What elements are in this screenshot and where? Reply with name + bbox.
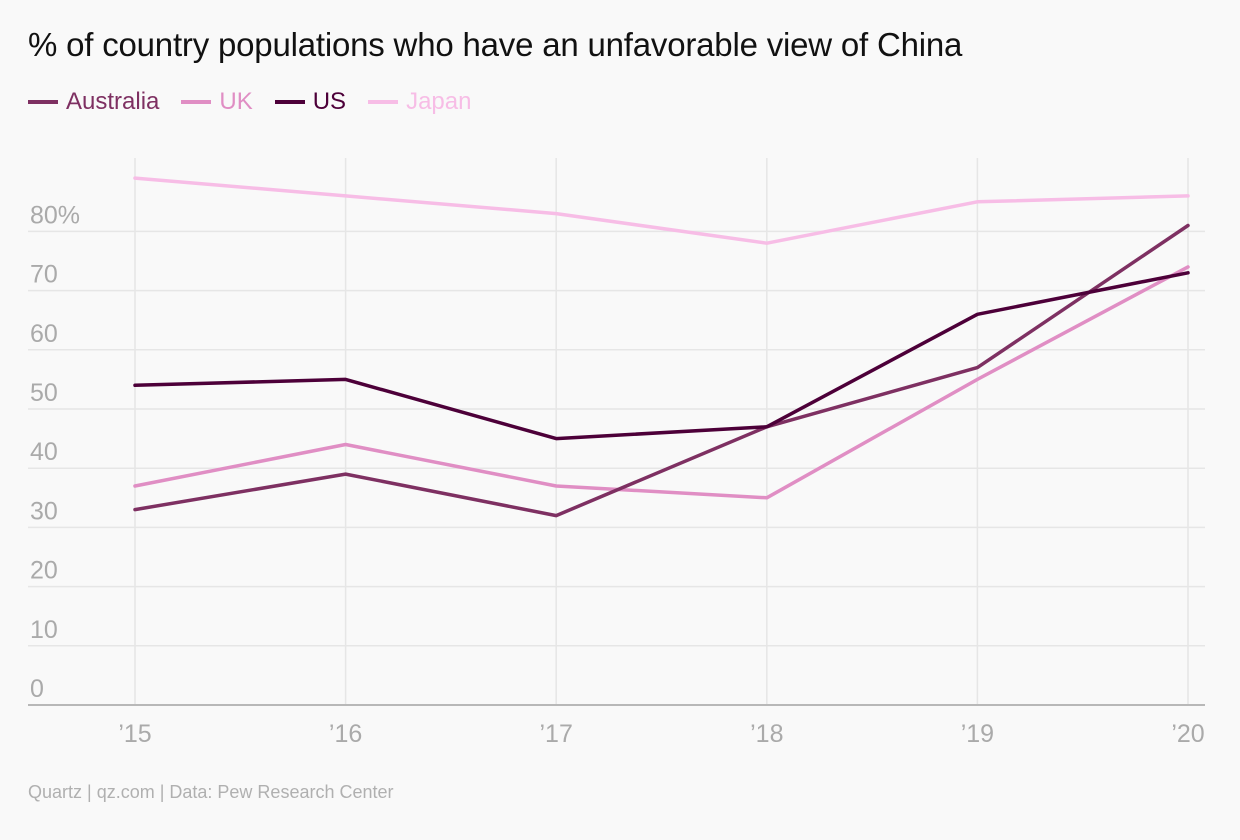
- legend-item-australia: Australia: [28, 88, 159, 116]
- source-note: Quartz | qz.com | Data: Pew Research Cen…: [28, 782, 394, 802]
- legend-label-uk: UK: [219, 88, 253, 115]
- y-tick-label: 30: [30, 497, 58, 525]
- x-tick-label: ’18: [750, 720, 783, 748]
- legend-swatch-uk: [181, 100, 212, 104]
- legend-label-australia: Australia: [66, 88, 160, 115]
- y-tick-label: 20: [30, 557, 58, 585]
- y-tick-label: 40: [30, 438, 58, 466]
- legend: Australia UK US Japan: [28, 88, 493, 116]
- chart-title: % of country populations who have an unf…: [28, 26, 963, 63]
- x-tick-label: ’19: [961, 720, 994, 748]
- y-tick-label: 50: [30, 379, 58, 407]
- legend-item-uk: UK: [181, 88, 253, 116]
- y-tick-label: 60: [30, 320, 58, 348]
- y-tick-label: 70: [30, 261, 58, 289]
- x-tick-label: ’17: [540, 720, 573, 748]
- series-line-us: [133, 271, 1190, 441]
- legend-item-us: US: [274, 88, 347, 116]
- legend-item-japan: Japan: [368, 88, 471, 116]
- y-tick-label: 0: [30, 675, 44, 703]
- series-line-uk: [133, 265, 1190, 500]
- legend-swatch-us: [274, 100, 305, 104]
- x-tick-label: ’16: [329, 720, 362, 748]
- legend-swatch-japan: [368, 100, 399, 104]
- series-line-japan: [133, 176, 1190, 245]
- x-tick-label: ’20: [1171, 720, 1204, 748]
- y-tick-label: 80%: [30, 201, 80, 229]
- x-tick-label: ’15: [118, 720, 151, 748]
- legend-label-us: US: [312, 88, 347, 115]
- legend-label-japan: Japan: [406, 88, 472, 115]
- legend-swatch-australia: [28, 100, 58, 104]
- y-tick-label: 10: [30, 616, 58, 644]
- series-line-australia: [133, 223, 1190, 518]
